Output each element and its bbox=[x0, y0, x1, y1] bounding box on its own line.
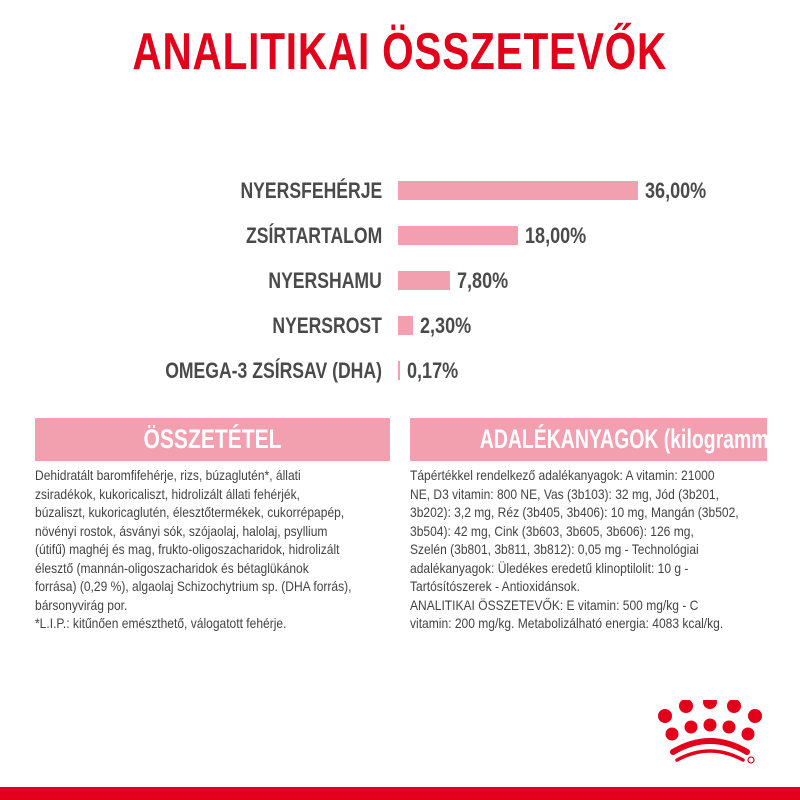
chart-row: NYERSFEHÉRJE 36,00% bbox=[0, 179, 800, 203]
bar bbox=[398, 316, 414, 335]
royal-canin-crown-icon bbox=[658, 700, 762, 764]
category-label: NYERSFEHÉRJE bbox=[240, 178, 382, 203]
composition-heading: ÖSSZETÉTEL bbox=[143, 424, 282, 454]
text-line: (útifű) maghéj és mag, frukto-oligoszach… bbox=[35, 541, 340, 557]
text-line: ANALITIKAI ÖSSZETEVŐK: E vitamin: 500 mg… bbox=[410, 596, 699, 613]
text-line: *L.I.P.: kitűnően emészthető, válogatott… bbox=[35, 615, 287, 631]
value-label: 36,00% bbox=[645, 178, 707, 203]
category-label: ZSÍRTARTALOM bbox=[245, 223, 382, 248]
text-line: 3b504): 42 mg, Cink (3b603, 3b605, 3b606… bbox=[410, 522, 694, 539]
text-line: búzaliszt, kukoricaglutén, élesztőtermék… bbox=[35, 504, 345, 520]
composition-header: ÖSSZETÉTEL bbox=[35, 418, 390, 461]
value-label: 18,00% bbox=[525, 223, 587, 248]
composition-text: Dehidratált baromfifehérje, rizs, búzagl… bbox=[35, 466, 403, 633]
additives-text: Tápértékkel rendelkező adalékanyagok: A … bbox=[410, 466, 792, 633]
page-title: ANALITIKAI ÖSSZETEVŐK bbox=[0, 22, 800, 82]
category-label: NYERSROST bbox=[272, 313, 382, 338]
category-label: OMEGA-3 ZSÍRSAV (DHA) bbox=[165, 358, 382, 383]
bar bbox=[398, 226, 518, 245]
bar bbox=[398, 181, 638, 200]
value-label: 0,17% bbox=[407, 358, 459, 383]
text-line: NE, D3 vitamin: 800 NE, Vas (3b103): 32 … bbox=[410, 485, 719, 502]
text-line: Tartósítószerek - Antioxidánsok. bbox=[410, 578, 580, 594]
additives-header: ADALÉKANYAGOK (kilogrammonként) bbox=[410, 418, 767, 461]
page-title-text: ANALITIKAI ÖSSZETEVŐK bbox=[132, 23, 668, 81]
text-line: Dehidratált baromfifehérje, rizs, búzagl… bbox=[35, 467, 301, 483]
text-line: forrása) (0,29 %), algaolaj Schizochytri… bbox=[35, 578, 352, 594]
bar bbox=[398, 361, 400, 380]
text-line: Szelén (3b801, 3b811, 3b812): 0,05 mg - … bbox=[410, 541, 699, 557]
category-label: NYERSHAMU bbox=[268, 268, 382, 293]
value-label: 7,80% bbox=[457, 268, 509, 293]
text-line: bársonyvirág por. bbox=[35, 596, 128, 613]
text-line: növényi rostok, ásványi sók, szójaolaj, … bbox=[35, 522, 328, 539]
value-label: 2,30% bbox=[420, 313, 472, 338]
text-line: zsiradékok, kukoricaliszt, hidrolizált á… bbox=[35, 485, 300, 502]
chart-row: OMEGA-3 ZSÍRSAV (DHA) 0,17% bbox=[0, 359, 800, 383]
additives-heading: ADALÉKANYAGOK (kilogrammonként) bbox=[479, 424, 767, 454]
text-line: élesztő (mannán-oligoszacharidok és béta… bbox=[35, 559, 309, 576]
bar bbox=[398, 271, 450, 290]
chart-row: ZSÍRTARTALOM 18,00% bbox=[0, 224, 800, 248]
text-line: vitamin: 200 mg/kg. Metabolizálható ener… bbox=[410, 615, 724, 631]
brand-band bbox=[0, 787, 800, 800]
text-line: adalékanyagok: Üledékes eredetű klinopti… bbox=[410, 559, 689, 576]
text-line: Tápértékkel rendelkező adalékanyagok: A … bbox=[410, 467, 715, 483]
chart-row: NYERSHAMU 7,80% bbox=[0, 269, 800, 293]
chart-row: NYERSROST 2,30% bbox=[0, 314, 800, 338]
text-line: 3b202): 3,2 mg, Réz (3b405, 3b406): 10 m… bbox=[410, 504, 739, 520]
